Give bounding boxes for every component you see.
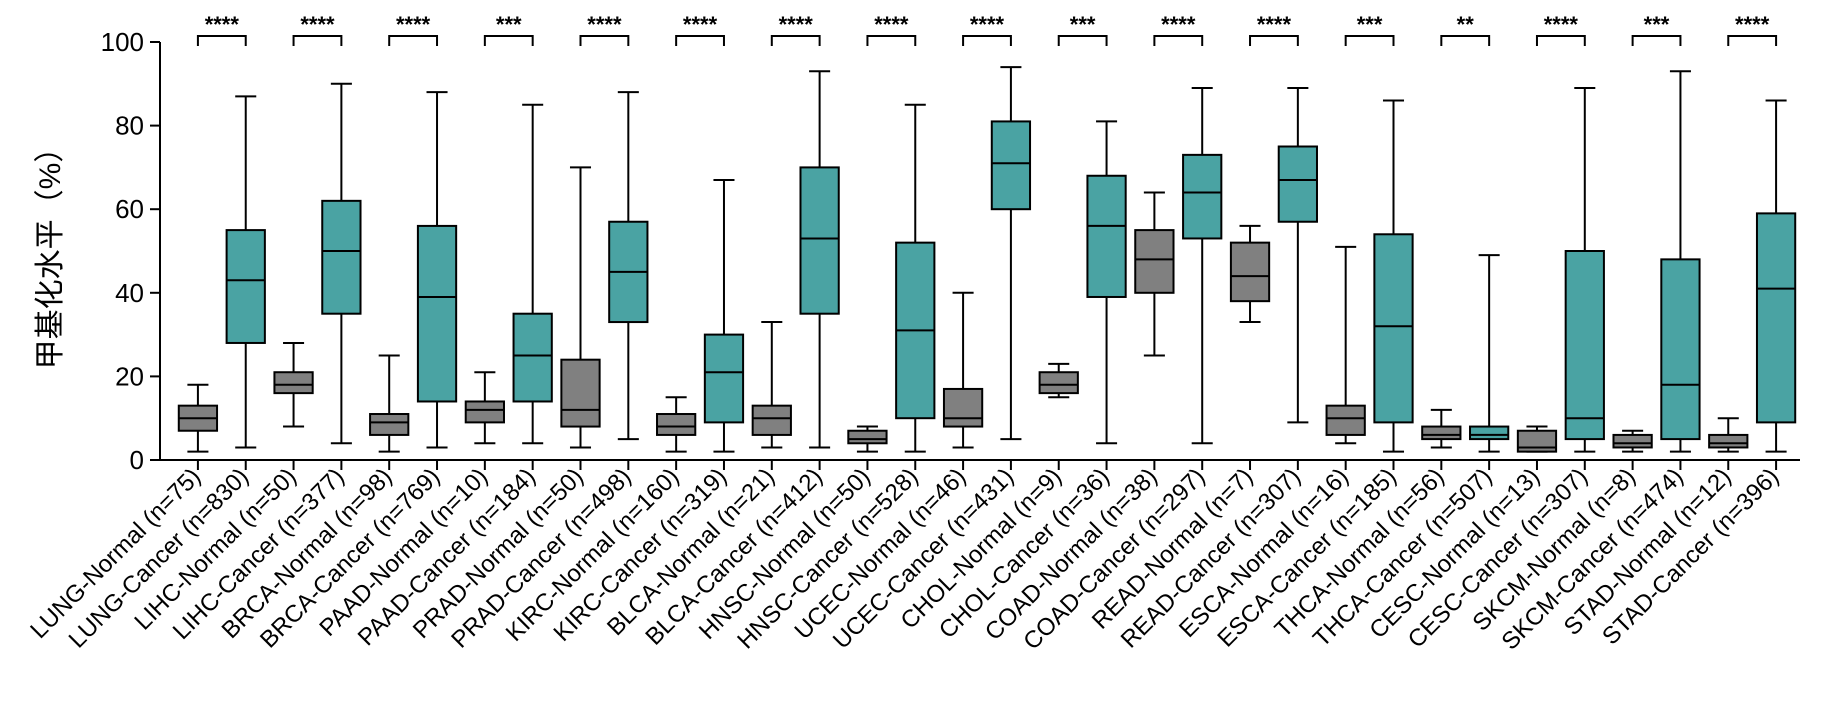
- sig-label: ****: [587, 12, 622, 37]
- sig-bracket: [389, 36, 437, 46]
- sig-bracket: [581, 36, 629, 46]
- sig-label: ****: [779, 12, 814, 37]
- sig-bracket: [1154, 36, 1202, 46]
- sig-label: **: [1457, 12, 1475, 37]
- sig-bracket: [198, 36, 246, 46]
- box-normal-4-box: [561, 360, 599, 427]
- box-normal-16-box: [1709, 435, 1747, 448]
- box-cancer-14-box: [1566, 251, 1604, 439]
- box-normal-9-box: [1040, 372, 1078, 393]
- sig-label: ***: [1070, 12, 1096, 37]
- box-cancer-9-box: [1087, 176, 1125, 297]
- box-cancer-15-box: [1661, 259, 1699, 439]
- sig-label: ***: [1644, 12, 1670, 37]
- box-cancer-3-box: [514, 314, 552, 402]
- sig-bracket: [1441, 36, 1489, 46]
- sig-label: ****: [970, 12, 1005, 37]
- box-normal-8-box: [944, 389, 982, 427]
- sig-bracket: [1346, 36, 1394, 46]
- box-normal-2-box: [370, 414, 408, 435]
- sig-bracket: [1250, 36, 1298, 46]
- box-cancer-13-box: [1470, 427, 1508, 440]
- box-cancer-16-box: [1757, 213, 1795, 422]
- methylation-boxplot-chart: 020406080100甲基化水平（%）********************…: [0, 0, 1829, 717]
- box-normal-7-box: [848, 431, 886, 444]
- box-normal-11-box: [1231, 243, 1269, 302]
- sig-bracket: [867, 36, 915, 46]
- box-normal-5-box: [657, 414, 695, 435]
- box-cancer-2-box: [418, 226, 456, 402]
- sig-bracket: [1633, 36, 1681, 46]
- y-tick-label: 0: [130, 445, 144, 475]
- sig-bracket: [1059, 36, 1107, 46]
- sig-bracket: [772, 36, 820, 46]
- box-cancer-10-box: [1183, 155, 1221, 239]
- sig-label: ****: [1161, 12, 1196, 37]
- y-axis-title: 甲基化水平（%）: [34, 133, 67, 370]
- box-normal-13-box: [1422, 427, 1460, 440]
- box-cancer-11-box: [1279, 147, 1317, 222]
- box-normal-1-box: [274, 372, 312, 393]
- sig-bracket: [294, 36, 342, 46]
- box-cancer-1-box: [322, 201, 360, 314]
- box-cancer-12-box: [1374, 234, 1412, 422]
- box-normal-12-box: [1327, 406, 1365, 435]
- sig-label: ****: [1257, 12, 1292, 37]
- sig-bracket: [676, 36, 724, 46]
- sig-label: ****: [874, 12, 909, 37]
- box-normal-3-box: [466, 401, 504, 422]
- box-cancer-0-box: [227, 230, 265, 343]
- sig-label: ***: [496, 12, 522, 37]
- box-normal-10-box: [1135, 230, 1173, 293]
- box-cancer-6-box: [800, 167, 838, 313]
- y-tick-label: 60: [115, 194, 144, 224]
- box-normal-14-box: [1518, 431, 1556, 452]
- sig-label: ****: [205, 12, 240, 37]
- y-tick-label: 100: [101, 27, 144, 57]
- sig-bracket: [963, 36, 1011, 46]
- box-cancer-5-box: [705, 335, 743, 423]
- sig-label: ****: [300, 12, 335, 37]
- sig-label: ***: [1357, 12, 1383, 37]
- sig-bracket: [1728, 36, 1776, 46]
- sig-label: ****: [683, 12, 718, 37]
- sig-label: ****: [1735, 12, 1770, 37]
- sig-label: ****: [396, 12, 431, 37]
- y-tick-label: 40: [115, 278, 144, 308]
- sig-bracket: [1537, 36, 1585, 46]
- sig-bracket: [485, 36, 533, 46]
- y-tick-label: 20: [115, 361, 144, 391]
- sig-label: ****: [1544, 12, 1579, 37]
- box-cancer-8-box: [992, 121, 1030, 209]
- y-tick-label: 80: [115, 111, 144, 141]
- box-normal-6-box: [753, 406, 791, 435]
- box-normal-15-box: [1613, 435, 1651, 448]
